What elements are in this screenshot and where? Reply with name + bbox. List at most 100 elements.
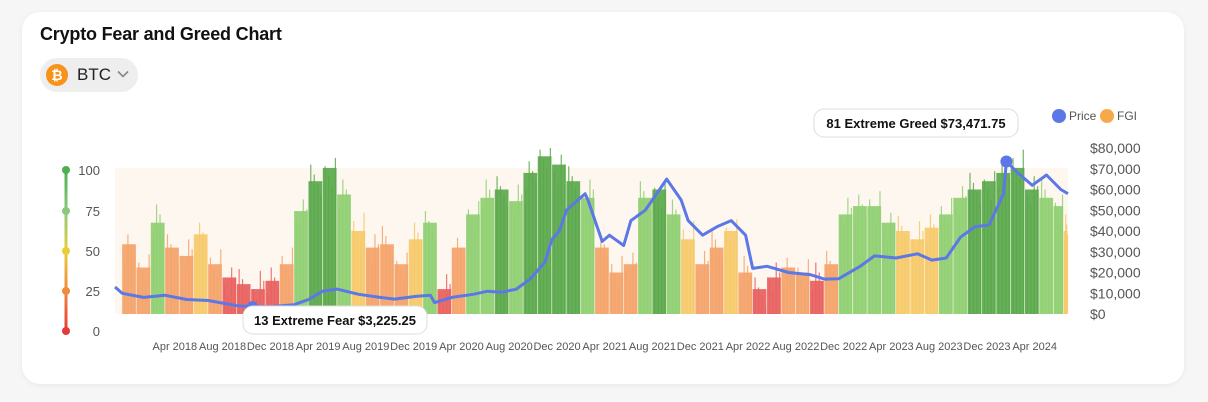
fgi-bar-spike: [944, 216, 946, 314]
fgi-bar: [480, 197, 495, 314]
fgi-bar-spike: [779, 272, 781, 314]
fgi-bar-spike: [349, 199, 351, 314]
price-tick-label: $50,000: [1090, 202, 1141, 218]
fgi-bar-spike: [865, 214, 867, 314]
fgi-bar: [322, 167, 337, 314]
fgi-bar: [136, 267, 151, 314]
fgi-bar-spike: [961, 186, 964, 314]
fgi-bar-spike: [467, 209, 470, 314]
fgi-bar-spike: [442, 302, 444, 314]
fgi-bar-spike: [1001, 157, 1003, 314]
fgi-bar-spike: [241, 279, 244, 314]
fgi-bar-spike: [958, 214, 960, 314]
fgi-bar-spike: [861, 204, 863, 314]
x-tick-label: Apr 2018: [152, 341, 197, 353]
fgi-bar-spike: [660, 207, 663, 314]
fgi-bar: [552, 164, 566, 314]
fgi-bar: [709, 247, 724, 314]
fgi-bar-spike: [879, 191, 881, 314]
fgi-bar-spike: [130, 244, 132, 314]
fgi-bar: [1025, 189, 1039, 314]
fgi-bar-spike: [707, 260, 709, 314]
fgi-bar-spike: [205, 242, 208, 314]
fgi-bar-spike: [951, 197, 953, 314]
fgi-bar-spike: [471, 219, 473, 314]
fgi-bar-spike: [614, 274, 616, 314]
fgi-bar-spike: [274, 277, 276, 314]
fgi-bar: [1010, 167, 1025, 314]
fgi-bar-spike: [754, 277, 756, 314]
price-line: [114, 160, 1069, 309]
fgi-bar-spike: [607, 254, 609, 314]
fgi-bar-spike: [797, 267, 799, 314]
bitcoin-icon: ₿: [46, 64, 68, 86]
fgi-bar-spike: [399, 270, 401, 314]
fgi-bar-spike: [761, 297, 763, 314]
fgi-bar-spike: [678, 219, 680, 314]
price-tick-label: $60,000: [1090, 182, 1141, 198]
fgi-bar-spike: [1065, 214, 1067, 314]
price-tick-label: $10,000: [1090, 285, 1141, 301]
fgi-bar-spike: [299, 227, 301, 314]
fgi-bar-spike: [775, 262, 777, 314]
fgi-bar-spike: [564, 164, 566, 314]
fgi-bar-spike: [1061, 194, 1064, 314]
fgi-bar: [681, 239, 695, 314]
fgi-bar-spike: [664, 179, 666, 314]
fgi-bar-spike: [1044, 189, 1046, 314]
coin-selector-label: BTC: [77, 65, 111, 84]
coin-selector[interactable]: ₿ BTC: [40, 58, 138, 92]
fgi-bar-spike: [216, 277, 218, 314]
peak-tooltip-box: [813, 108, 1019, 138]
fgi-bar-spike: [912, 239, 914, 314]
fgi-bar: [523, 172, 538, 314]
fgi-bar-spike: [926, 242, 928, 314]
fgi-axis-dot: [62, 327, 70, 335]
fgi-bar-spike: [635, 262, 637, 314]
fgi-bar-spike: [1012, 157, 1014, 314]
fgi-bar-spike: [302, 199, 304, 314]
fgi-bar-spike: [915, 249, 917, 314]
fgi-bar-spike: [345, 189, 347, 314]
fgi-bar-spike: [424, 211, 427, 314]
fgi-bar-spike: [675, 209, 677, 314]
fgi-bar-spike: [245, 289, 247, 314]
price-tick-label: $0: [1090, 306, 1106, 322]
fgi-bar-spike: [306, 209, 308, 314]
fgi-bar-spike: [764, 307, 766, 314]
fgi-bar-spike: [506, 206, 508, 314]
fgi-bar-spike: [220, 249, 222, 314]
fgi-bar-spike: [987, 189, 989, 314]
fgi-bar-spike: [947, 226, 949, 314]
fgi-bar-spike: [869, 199, 871, 314]
fgi-tick-label: 50: [86, 244, 100, 259]
legend: Price FGI: [1052, 109, 1137, 123]
fgi-bar-spike: [334, 157, 337, 314]
peak-tooltip-text: 81 Extreme Greed $73,471.75: [826, 116, 1005, 131]
x-tick-label: Dec 2022: [820, 341, 867, 353]
fgi-bar-spike: [632, 252, 634, 314]
fgi-bar-spike: [650, 211, 652, 314]
fgi-bar-spike: [381, 226, 384, 314]
fgi-bar-spike: [603, 244, 605, 314]
fgi-bar-spike: [585, 207, 588, 314]
fgi-bar-spike: [969, 172, 971, 314]
legend-fgi-swatch: [1100, 109, 1114, 123]
fgi-bar-spike: [815, 262, 817, 314]
fgi-bar-spike: [657, 197, 659, 314]
fgi-bar-spike: [420, 242, 422, 314]
fgi-bar-spike: [743, 255, 745, 314]
fgi-bar-spike: [356, 231, 358, 314]
fgi-tick-label: 25: [86, 284, 100, 299]
fgi-bar-spike: [385, 235, 387, 314]
fgi-bar: [838, 214, 853, 314]
fgi-bar-spike: [904, 235, 906, 314]
fgi-bar-spike: [134, 254, 136, 314]
fgi-bar-spike: [732, 247, 734, 314]
fgi-bar-spike: [367, 252, 369, 314]
fgi-bar-spike: [703, 250, 706, 314]
fgi-bar-spike: [417, 232, 419, 314]
price-tick-label: $30,000: [1090, 244, 1141, 260]
fgi-bar-spike: [721, 259, 723, 314]
